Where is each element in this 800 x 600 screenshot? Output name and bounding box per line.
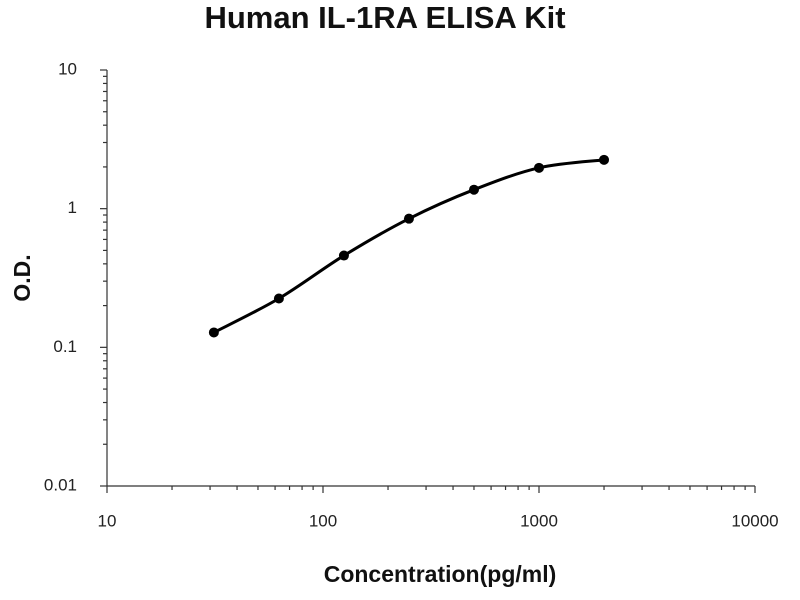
x-tick-label: 1000 xyxy=(520,511,558,530)
y-tick-label: 10 xyxy=(58,59,77,78)
chart-title: Human IL-1RA ELISA Kit xyxy=(204,0,565,35)
x-tick-label: 10 xyxy=(98,511,117,530)
y-axis-label: O.D. xyxy=(9,254,35,301)
y-tick-label: 0.01 xyxy=(44,475,77,494)
point xyxy=(208,327,219,338)
y-tick-label: 1 xyxy=(68,198,77,217)
x-tick-label: 10000 xyxy=(731,511,778,530)
point xyxy=(534,162,544,173)
curve xyxy=(213,158,605,334)
point xyxy=(403,213,414,224)
point xyxy=(273,293,284,304)
y-tick-label: 0.1 xyxy=(53,337,77,356)
point xyxy=(599,154,610,165)
x-axis-label: Concentration(pg/ml) xyxy=(324,561,557,587)
point xyxy=(468,184,479,195)
point xyxy=(338,250,349,261)
x-tick-label: 100 xyxy=(309,511,337,530)
